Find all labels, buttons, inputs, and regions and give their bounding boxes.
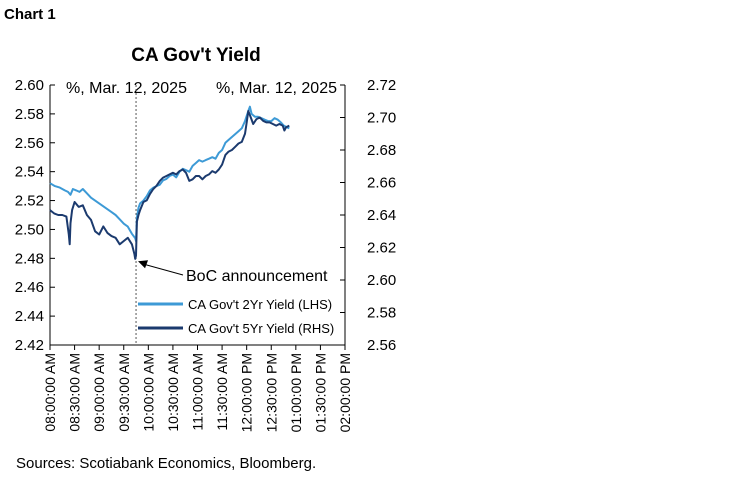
right-tick-label: 2.72 [367,77,396,94]
x-tick-label: 08:30:00 AM [67,353,83,432]
left-tick-label: 2.58 [15,106,44,123]
chart-title: CA Gov't Yield [131,45,260,66]
right-axis-label: %, Mar. 12, 2025 [216,80,337,97]
right-tick-label: 2.70 [367,110,396,127]
x-tick-label: 09:30:00 AM [116,353,132,432]
series-lines [49,105,290,260]
chart-label: Chart 1 [4,6,56,23]
x-tick-label: 09:00:00 AM [91,353,107,432]
right-tick-label: 2.66 [367,175,396,192]
left-axis-label: %, Mar. 12, 2025 [66,80,187,97]
event-arrow-head [138,260,149,269]
left-tick-label: 2.42 [15,337,44,354]
x-tick-label: 11:00:00 AM [190,353,206,431]
x-tick-label: 08:00:00 AM [42,353,58,432]
left-tick-label: 2.48 [15,250,44,267]
x-tick-label: 12:30:00 PM [263,353,279,432]
right-tick-label: 2.58 [367,305,396,322]
axes: 2.60 2.58 2.56 2.54 2.52 2.50 2.48 2.46 2.44 2.42… [15,77,396,432]
legend-5yr-label: CA Gov't 5Yr Yield (RHS) [188,321,334,336]
right-tick-label: 2.60 [367,272,396,289]
left-tick-label: 2.60 [15,77,44,94]
x-tick-label: 11:30:00 AM [214,353,230,431]
x-tick-label: 10:00:00 AM [140,353,156,432]
left-tick-label: 2.54 [15,164,44,181]
series-2yr-line [49,105,290,242]
left-tick-label: 2.44 [15,308,44,325]
event-arrow-shaft [143,263,184,276]
left-tick-label: 2.46 [15,279,44,296]
source-note: Sources: Scotiabank Economics, Bloomberg… [16,455,317,472]
right-tick-label: 2.62 [367,240,396,257]
x-tick-label: 12:00:00 PM [239,353,255,432]
x-tick-label: 10:30:00 AM [165,353,181,432]
left-tick-label: 2.56 [15,135,44,152]
left-tick-label: 2.52 [15,193,44,210]
x-tick-label: 01:00:00 PM [288,353,304,432]
x-tick-label: 01:30:00 PM [312,353,328,432]
series-5yr-line [49,110,290,260]
left-tick-label: 2.50 [15,221,44,238]
right-tick-label: 2.64 [367,207,396,224]
x-tick-label: 02:00:00 PM [337,353,353,432]
right-tick-label: 2.56 [367,337,396,354]
right-tick-label: 2.68 [367,142,396,159]
event-label: BoC announcement [186,268,328,285]
legend-2yr-label: CA Gov't 2Yr Yield (LHS) [188,297,332,312]
event-marker: BoC announcement [135,85,328,345]
legend: CA Gov't 2Yr Yield (LHS) CA Gov't 5Yr Yie… [138,297,334,336]
